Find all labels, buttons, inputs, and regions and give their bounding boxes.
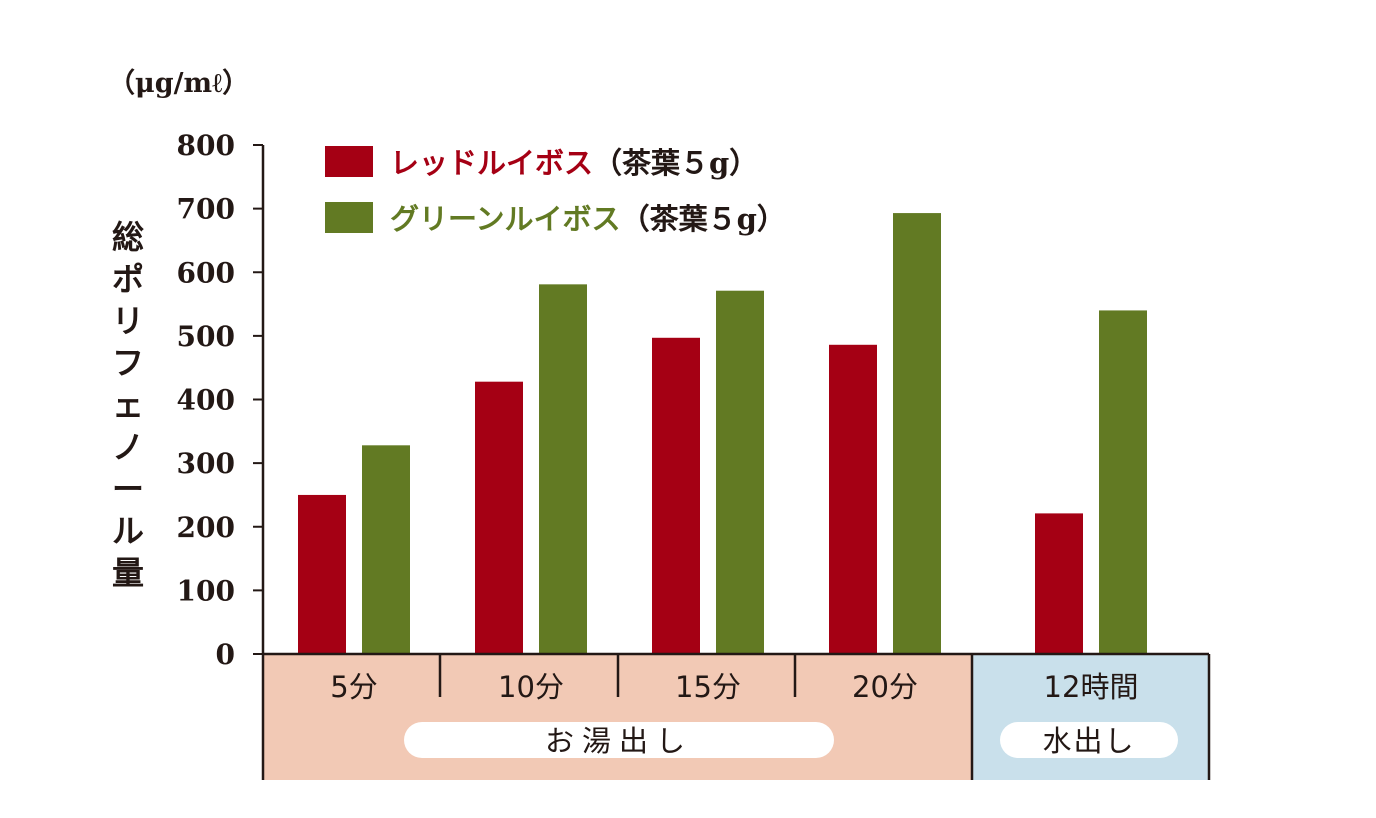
legend-swatch: [325, 202, 373, 233]
y-tick-label: 100: [177, 574, 235, 607]
y-axis-title-char: リ: [112, 302, 144, 340]
bar-red-rooibos: [298, 494, 346, 654]
legend: レッドルイボス（茶葉５g）グリーンルイボス（茶葉５g）: [325, 146, 786, 236]
y-axis-title-char: ェ: [112, 386, 144, 424]
bars: [298, 213, 1147, 655]
category-label: 12時間: [1044, 670, 1139, 704]
y-tick-label: 800: [177, 129, 235, 162]
legend-series-suffix: （茶葉５g）: [593, 146, 758, 180]
group-labels: お湯出し 水出し: [404, 722, 1178, 758]
legend-label: レッドルイボス（茶葉５g）: [390, 146, 758, 180]
bar-green-rooibos: [539, 284, 587, 654]
y-axis-title-char: ー: [112, 470, 144, 508]
unit-label: （μg/mℓ）: [108, 68, 249, 99]
category-label: 5分: [330, 670, 377, 704]
category-label: 10分: [498, 670, 564, 704]
cold-brew-panel: [972, 654, 1209, 780]
legend-swatch: [325, 146, 373, 177]
bar-red-rooibos: [652, 337, 700, 654]
y-tick-label: 600: [177, 256, 235, 289]
legend-series-name: グリーンルイボス: [390, 202, 621, 236]
bar-red-rooibos: [1035, 513, 1083, 654]
cold-brew-label: 水出し: [1042, 724, 1135, 758]
bar-green-rooibos: [893, 213, 941, 655]
y-tick-label: 400: [177, 384, 235, 417]
axes: [261, 145, 1211, 780]
bar-red-rooibos: [475, 381, 523, 654]
cold-brew-pill: [1000, 722, 1178, 758]
legend-series-suffix: （茶葉５g）: [621, 202, 786, 236]
category-label: 15分: [675, 670, 741, 704]
bar-green-rooibos: [1099, 310, 1147, 654]
y-tick-label: 300: [177, 447, 235, 480]
y-tick-label: 200: [177, 511, 235, 544]
legend-label: グリーンルイボス（茶葉５g）: [390, 202, 786, 236]
y-axis-title-char: ポ: [112, 260, 144, 298]
category-labels: 5分 10分 15分 20分 12時間: [330, 670, 1138, 704]
y-axis-title-char: ル: [112, 512, 144, 550]
bar-green-rooibos: [716, 290, 764, 654]
legend-series-name: レッドルイボス: [390, 146, 593, 180]
y-axis-title-char: 量: [112, 554, 144, 592]
bar-green-rooibos: [362, 445, 410, 654]
bar-red-rooibos: [829, 344, 877, 654]
hot-brew-label: お湯出し: [545, 724, 693, 758]
y-axis-ticks: 800 700 600 500 400 300 200 100 0: [177, 129, 263, 671]
y-tick-label: 500: [177, 320, 235, 353]
y-axis-title-char: 総: [112, 218, 144, 256]
y-axis-title-char: フ: [112, 344, 144, 382]
category-label: 20分: [852, 670, 918, 704]
hot-brew-pill: [404, 722, 834, 758]
y-axis-title-char: ノ: [112, 428, 144, 466]
y-tick-label: 700: [177, 193, 235, 226]
y-tick-label: 0: [216, 638, 235, 671]
